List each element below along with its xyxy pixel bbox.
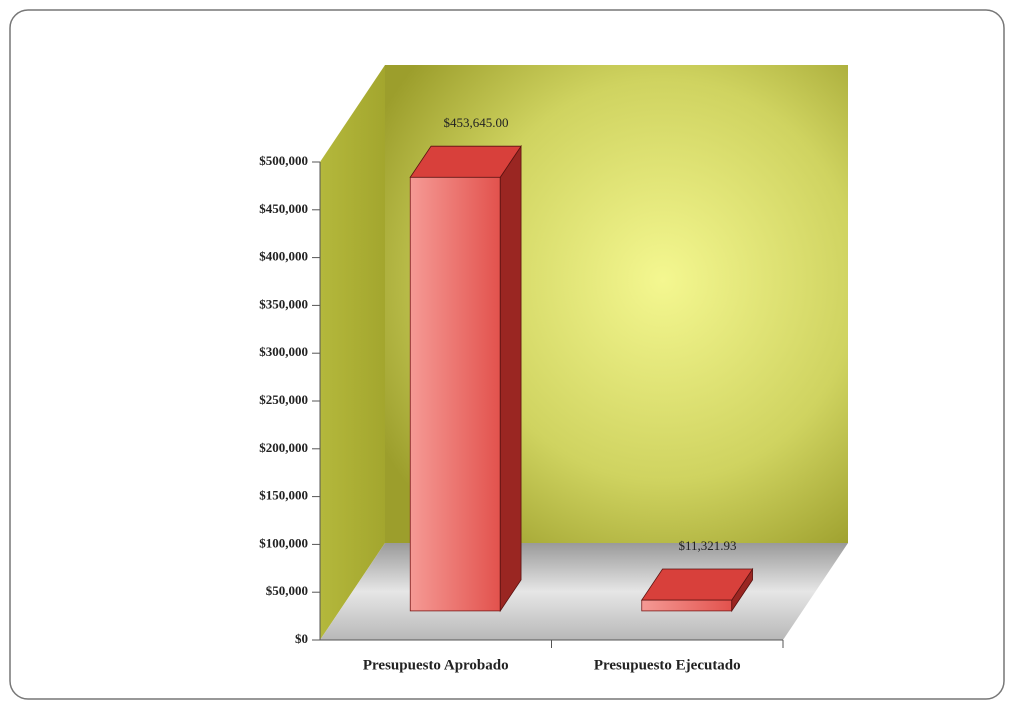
y-tick-label: $500,000 [259,153,308,168]
y-tick-label: $450,000 [259,201,308,216]
value-label: $453,645.00 [444,115,509,130]
bar-side [499,144,522,613]
y-tick-label: $200,000 [259,440,308,455]
x-tick-label: Presupuesto Ejecutado [594,657,741,673]
bar-front [641,599,733,612]
bar-top [409,145,522,178]
y-tick-label: $50,000 [266,583,308,598]
left-wall [320,65,385,640]
y-tick-label: $400,000 [259,249,308,264]
y-tick-label: $150,000 [259,488,308,503]
y-tick-label: $100,000 [259,535,308,550]
floor [320,543,848,640]
y-tick-label: $250,000 [259,392,308,407]
bar-front [409,176,501,612]
y-tick-label: $300,000 [259,344,308,359]
value-label: $11,321.93 [679,538,737,553]
y-tick-label: $350,000 [259,296,308,311]
bar-top [641,568,754,601]
x-tick-label: Presupuesto Aprobado [363,657,509,673]
y-tick-label: $0 [295,631,308,646]
